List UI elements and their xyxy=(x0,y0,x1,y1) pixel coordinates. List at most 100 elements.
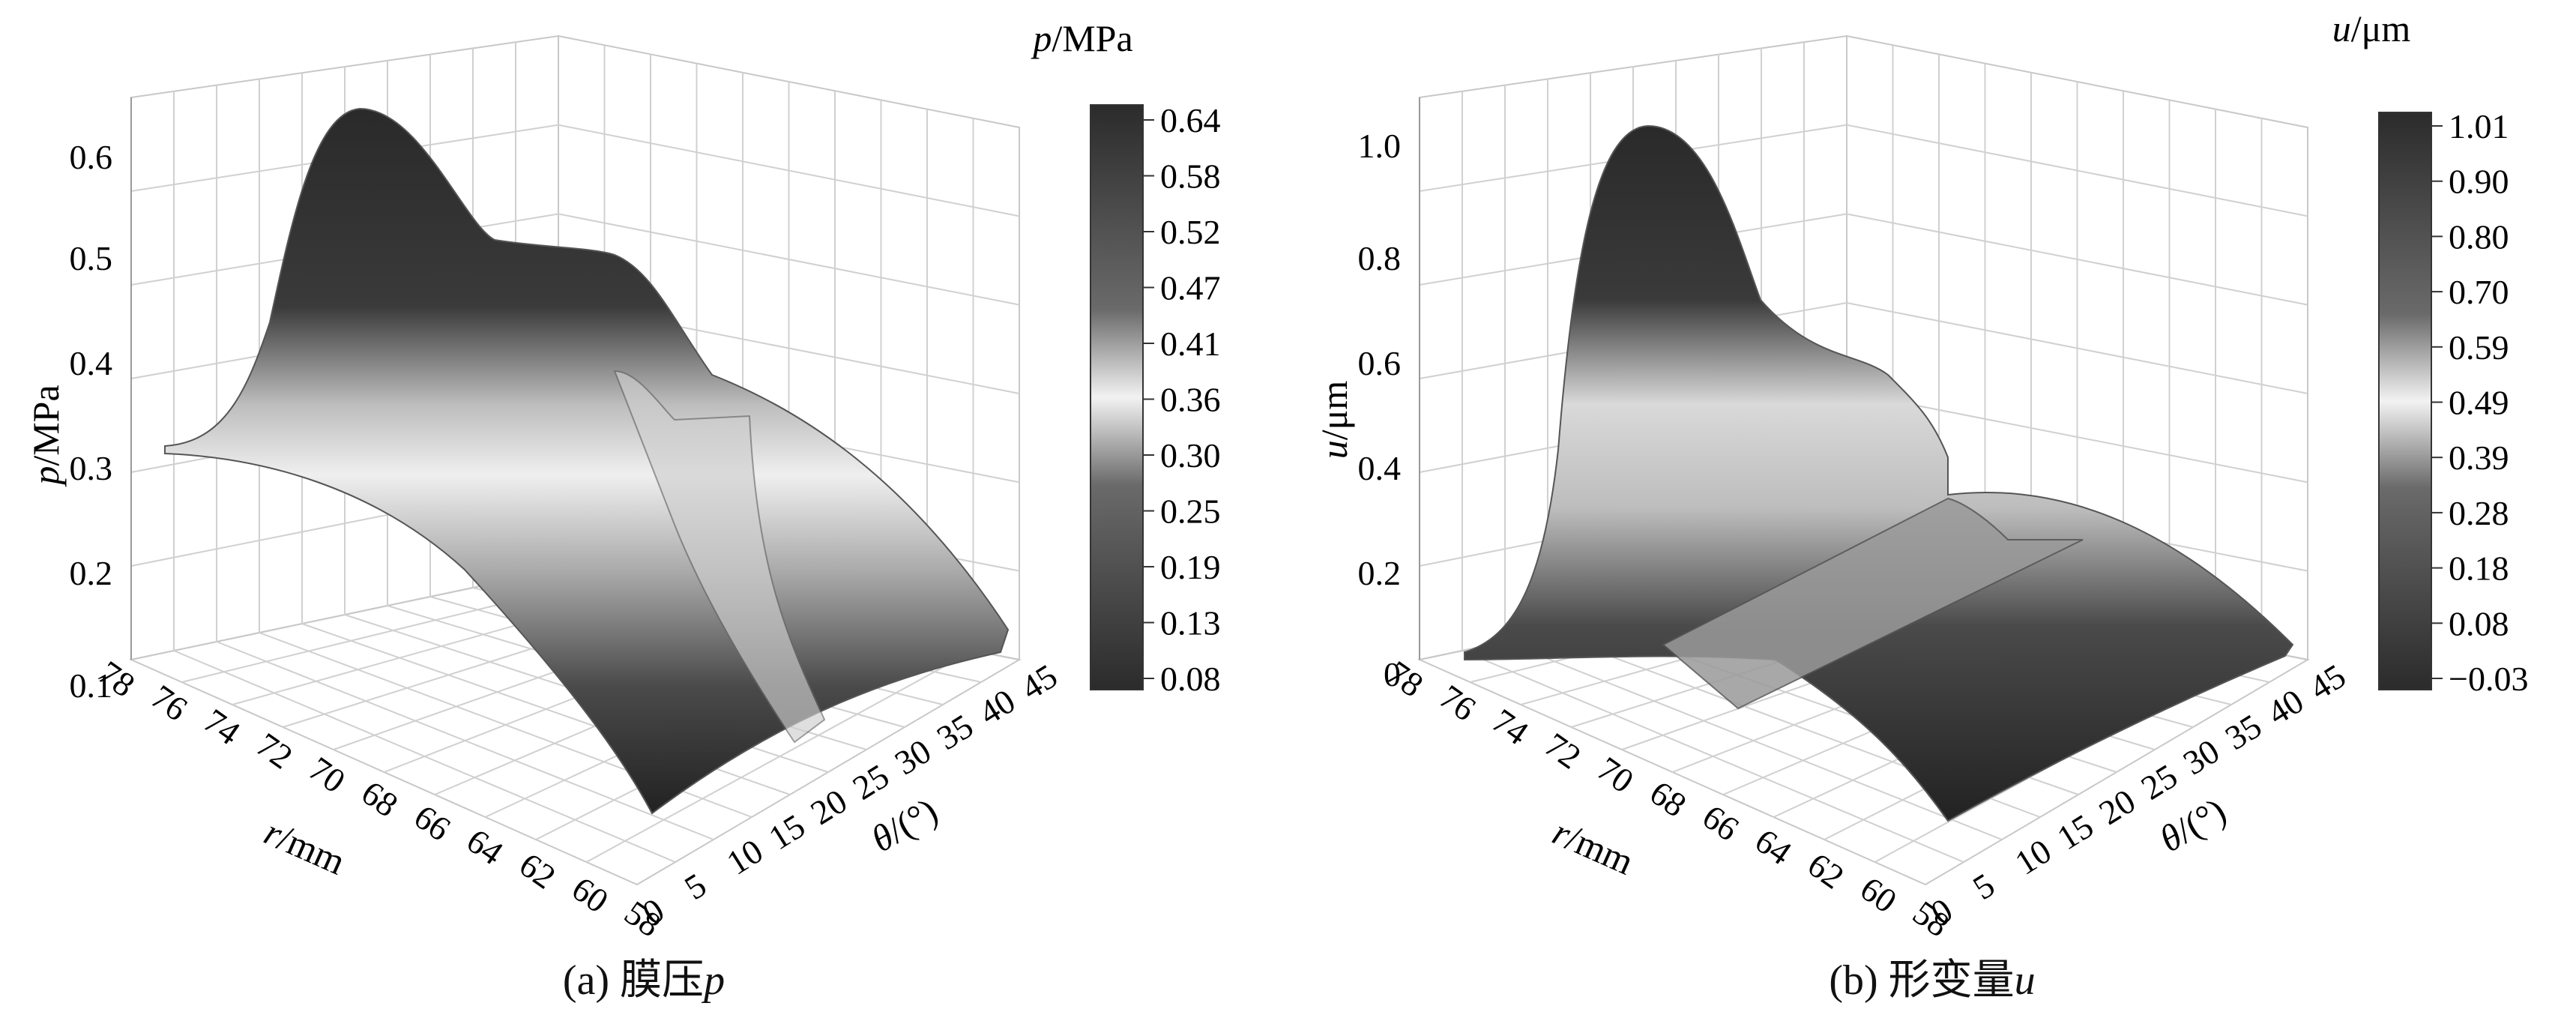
colorbar-tick: 0.13 xyxy=(1160,604,1221,642)
r-label-a: r/mm xyxy=(259,810,352,882)
r-tick: 64 xyxy=(1749,821,1799,872)
theta-tick: 40 xyxy=(972,681,1022,732)
grid-line xyxy=(586,650,974,863)
colorbar-tick: −0.03 xyxy=(2449,660,2528,698)
theta-tick: 45 xyxy=(2302,657,2352,708)
r-tick: 60 xyxy=(565,869,615,920)
theta-tick: 5 xyxy=(1966,866,2001,907)
colorbar-tick: 0.41 xyxy=(1160,325,1221,363)
surface-a xyxy=(164,107,1010,815)
r-tick: 62 xyxy=(513,845,563,896)
theta-tick: 25 xyxy=(846,756,896,807)
z-tick-a-5: 0.6 xyxy=(70,138,113,176)
caption-a: (a) 膜压p xyxy=(562,957,726,1004)
r-tick: 70 xyxy=(302,749,352,800)
z-tick-a-3: 0.4 xyxy=(70,344,113,382)
panel-a: 0.1 0.2 0.3 0.4 0.5 0.6 p/MPa 78 76 74 72 70… xyxy=(0,0,1288,1008)
colorbar-ramp-a xyxy=(1090,104,1144,690)
theta-tick: 10 xyxy=(720,831,769,882)
r-tick: 74 xyxy=(197,701,247,752)
colorbar-ramp-b xyxy=(2378,112,2432,690)
caption-b: (b) 形变量u xyxy=(1829,957,2036,1004)
colorbar-tick: 0.18 xyxy=(2449,549,2509,588)
surface-step-a xyxy=(613,370,826,744)
colorbar-tick: 0.59 xyxy=(2449,328,2509,367)
theta-tick: 35 xyxy=(930,707,980,758)
r-tick: 72 xyxy=(250,725,300,776)
surface-plot-a: 0.1 0.2 0.3 0.4 0.5 0.6 p/MPa 78 76 74 72 70… xyxy=(25,17,1221,945)
colorbar-a: p/MPa 0.64 0.58 0.52 0.47 0.41 0.36 0.30 0.25 0.… xyxy=(1031,17,1220,698)
colorbar-title-a: p/MPa xyxy=(1031,17,1132,59)
colorbar-tick: 0.08 xyxy=(1160,660,1221,698)
z-tick-a-1: 0.2 xyxy=(70,554,113,592)
grid-line xyxy=(1419,301,2308,394)
theta-tick: 5 xyxy=(678,866,713,907)
z-tick-b-5: 1.0 xyxy=(1358,127,1402,165)
svg-text:r/mm: r/mm xyxy=(1547,810,1640,882)
r-label-b: r/mm xyxy=(1547,810,1640,882)
z-axis-a: 0.1 0.2 0.3 0.4 0.5 0.6 xyxy=(70,138,113,705)
colorbar-tick: 1.01 xyxy=(2449,107,2509,145)
r-tick: 66 xyxy=(407,797,457,848)
theta-tick: 15 xyxy=(2051,807,2100,858)
surface-b xyxy=(1464,124,2294,822)
z-label-a: p/MPa xyxy=(25,385,67,487)
z-tick-a-2: 0.3 xyxy=(70,449,113,487)
colorbar-tick: 0.30 xyxy=(1160,436,1221,475)
colorbar-tick: 0.49 xyxy=(2449,384,2509,422)
surface-plot-b: 0 0.2 0.4 0.6 0.8 1.0 u/μm 78 76 74 72 70 68 6… xyxy=(1313,7,2529,945)
theta-tick: 30 xyxy=(2177,732,2226,783)
r-tick: 62 xyxy=(1801,845,1851,896)
theta-tick: 15 xyxy=(762,807,812,858)
svg-text:r/mm: r/mm xyxy=(259,810,352,882)
r-tick: 66 xyxy=(1695,797,1746,848)
r-tick: 60 xyxy=(1853,869,1904,920)
colorbar-tick: 0.08 xyxy=(2449,604,2509,642)
grid-line xyxy=(1419,213,2308,306)
colorbar-tick: 0.80 xyxy=(2449,217,2509,256)
z-tick-a-0: 0.1 xyxy=(70,666,113,705)
theta-tick: 35 xyxy=(2218,707,2268,758)
theta-tick: 45 xyxy=(1014,657,1064,708)
colorbar-b: u/μm 1.01 0.90 0.80 0.70 0.59 0.49 0.39 0.28 0.1… xyxy=(2332,7,2529,698)
floor-a xyxy=(128,568,1022,886)
colorbar-tick: 0.28 xyxy=(2449,494,2509,532)
colorbar-tick: 0.52 xyxy=(1160,213,1221,251)
z-tick-b-2: 0.4 xyxy=(1358,449,1402,487)
colorbar-tick: 0.58 xyxy=(1160,157,1221,196)
panel-b: 0 0.2 0.4 0.6 0.8 1.0 u/μm 78 76 74 72 70 68 6… xyxy=(1288,0,2576,1008)
grid-line xyxy=(130,124,1020,217)
colorbar-tick: 0.47 xyxy=(1160,269,1221,307)
r-tick: 72 xyxy=(1538,725,1588,776)
colorbar-tick: 0.39 xyxy=(2449,439,2509,477)
z-tick-b-1: 0.2 xyxy=(1358,554,1402,592)
colorbar-tick: 0.36 xyxy=(1160,381,1221,419)
grid-line xyxy=(130,213,1020,306)
r-tick: 68 xyxy=(1643,773,1693,824)
theta-tick: 30 xyxy=(888,732,938,783)
colorbar-title-b: u/μm xyxy=(2332,7,2411,49)
z-tick-b-0: 0 xyxy=(1384,655,1401,693)
theta-tick: 20 xyxy=(804,782,854,833)
svg-text:p/MPa: p/MPa xyxy=(25,385,67,487)
r-tick: 68 xyxy=(355,773,405,824)
z-tick-a-4: 0.5 xyxy=(70,239,113,277)
colorbar-tick: 0.25 xyxy=(1160,493,1221,531)
colorbar-tick: 0.70 xyxy=(2449,273,2509,311)
colorbar-tick: 0.19 xyxy=(1160,548,1221,586)
z-tick-b-4: 0.8 xyxy=(1358,239,1402,277)
theta-tick: 25 xyxy=(2135,756,2184,807)
svg-text:u/μm: u/μm xyxy=(1313,381,1355,460)
theta-tick: 10 xyxy=(2008,831,2057,882)
theta-tick: 40 xyxy=(2260,681,2310,732)
z-tick-b-3: 0.6 xyxy=(1358,344,1402,382)
grid-line xyxy=(1419,124,2308,217)
colorbar-tick: 0.90 xyxy=(2449,163,2509,201)
colorbar-tick: 0.64 xyxy=(1160,101,1221,139)
z-axis-b: 0 0.2 0.4 0.6 0.8 1.0 xyxy=(1358,127,1402,693)
z-label-b: u/μm xyxy=(1313,381,1355,460)
surface-flat-b xyxy=(1662,497,2084,710)
theta-tick: 20 xyxy=(2093,782,2142,833)
r-tick: 74 xyxy=(1485,701,1536,752)
r-tick: 64 xyxy=(460,821,510,872)
